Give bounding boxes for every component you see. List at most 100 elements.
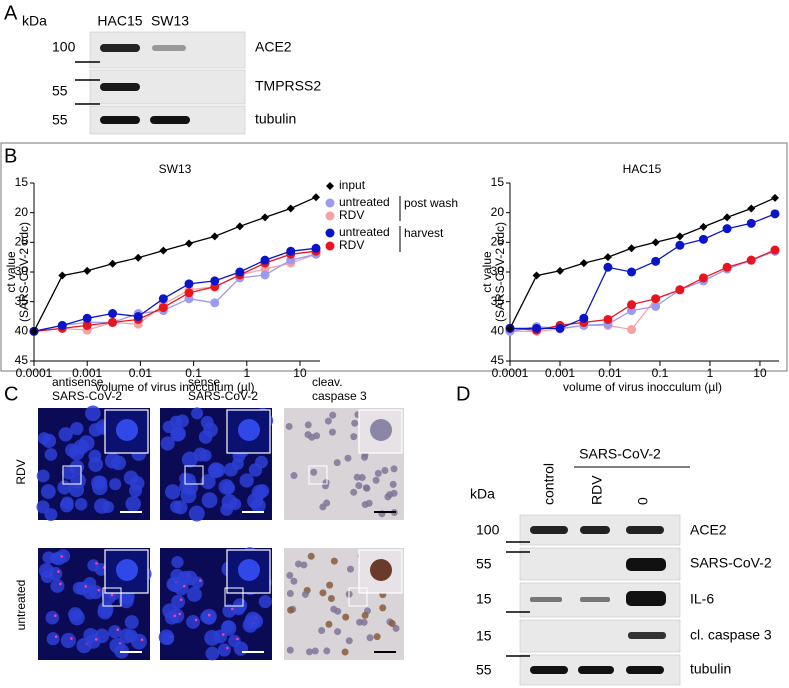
point — [82, 313, 92, 323]
nucleus — [300, 561, 308, 569]
point — [158, 303, 168, 313]
point — [260, 270, 270, 280]
nucleus — [85, 634, 101, 649]
point — [58, 271, 67, 280]
nucleus — [36, 469, 50, 483]
nucleus — [109, 478, 122, 491]
point — [108, 317, 118, 327]
series-line — [33, 253, 317, 332]
nucleus — [200, 610, 213, 624]
y-tick-label: 25 — [491, 235, 505, 249]
nucleus — [223, 462, 238, 477]
series-line — [509, 197, 776, 329]
nucleus — [188, 505, 205, 522]
point — [746, 255, 756, 265]
nucleus — [311, 647, 319, 655]
micrographs — [36, 405, 404, 661]
band — [628, 632, 666, 639]
signal-dot — [226, 646, 229, 650]
band — [580, 526, 610, 534]
point — [675, 285, 685, 295]
inset — [104, 549, 149, 594]
roi-box — [184, 465, 204, 485]
point — [770, 209, 780, 219]
nucleus — [319, 589, 327, 597]
series-line — [33, 196, 317, 332]
legend-group: harvest — [404, 226, 444, 240]
point — [184, 288, 194, 298]
nucleus — [255, 455, 268, 469]
panel-b-frame — [0, 142, 788, 372]
band — [626, 558, 666, 571]
y-axis-label: ct value — [4, 251, 18, 293]
signal-dot — [182, 584, 186, 588]
nucleus — [232, 598, 248, 613]
column-label: SARS-CoV-2 — [52, 389, 122, 403]
point — [627, 244, 636, 253]
nucleus — [290, 472, 298, 480]
protein-label: SARS-CoV-2 — [690, 555, 772, 571]
nucleus — [164, 610, 179, 625]
nucleus — [171, 555, 184, 569]
nucleus — [251, 484, 267, 500]
nucleus — [305, 648, 313, 656]
point — [286, 204, 295, 213]
chart-title: SW13 — [159, 162, 192, 176]
nucleus — [301, 590, 309, 598]
nucleus — [333, 459, 341, 467]
nucleus — [61, 466, 76, 480]
lane-label: 0 — [635, 497, 651, 505]
marker-label: 15 — [476, 628, 492, 644]
x-tick-label: 0.1 — [185, 366, 202, 380]
nucleus — [213, 629, 228, 644]
y-tick-label: 40 — [15, 324, 29, 338]
y-tick-label: 15 — [15, 175, 29, 189]
nucleus — [193, 447, 208, 462]
marker-label: 55 — [476, 662, 492, 678]
point — [260, 255, 270, 265]
roi-box — [348, 587, 368, 607]
y-tick-label: 25 — [15, 235, 29, 249]
nucleus — [351, 419, 359, 427]
nucleus — [78, 435, 95, 451]
nucleus — [372, 476, 380, 484]
nucleus — [379, 604, 387, 612]
nucleus — [295, 560, 303, 568]
nucleus — [69, 609, 85, 626]
x-tick-label: 1 — [707, 366, 714, 380]
point — [651, 294, 661, 304]
protein-label: IL-6 — [690, 591, 714, 607]
row-label: untreated — [14, 580, 28, 631]
inset-cell — [116, 419, 138, 441]
nucleus — [129, 484, 143, 498]
point — [747, 204, 756, 213]
band — [626, 666, 664, 674]
point — [603, 262, 613, 272]
roi-box — [224, 587, 244, 607]
point — [158, 294, 168, 304]
point — [108, 309, 118, 319]
band — [530, 526, 568, 534]
inset-cell — [370, 419, 392, 441]
protein-label: tubulin — [255, 111, 296, 127]
point — [627, 300, 637, 310]
signal-dot — [230, 607, 234, 611]
legend-marker — [325, 198, 335, 208]
nucleus — [171, 594, 186, 609]
nucleus — [328, 428, 336, 436]
nucleus — [123, 470, 139, 486]
signal-dot — [95, 562, 98, 565]
point — [235, 267, 245, 277]
nucleus — [321, 482, 329, 490]
nucleus — [60, 496, 74, 510]
nucleus — [70, 472, 86, 489]
nucleus — [118, 593, 134, 609]
band — [626, 591, 666, 606]
x-tick-label: 0.0001 — [16, 366, 53, 380]
nucleus — [200, 474, 216, 490]
band — [100, 83, 140, 91]
signal-dot — [194, 618, 198, 622]
point — [159, 246, 168, 255]
marker-label: 100 — [476, 522, 500, 538]
point — [627, 325, 637, 335]
